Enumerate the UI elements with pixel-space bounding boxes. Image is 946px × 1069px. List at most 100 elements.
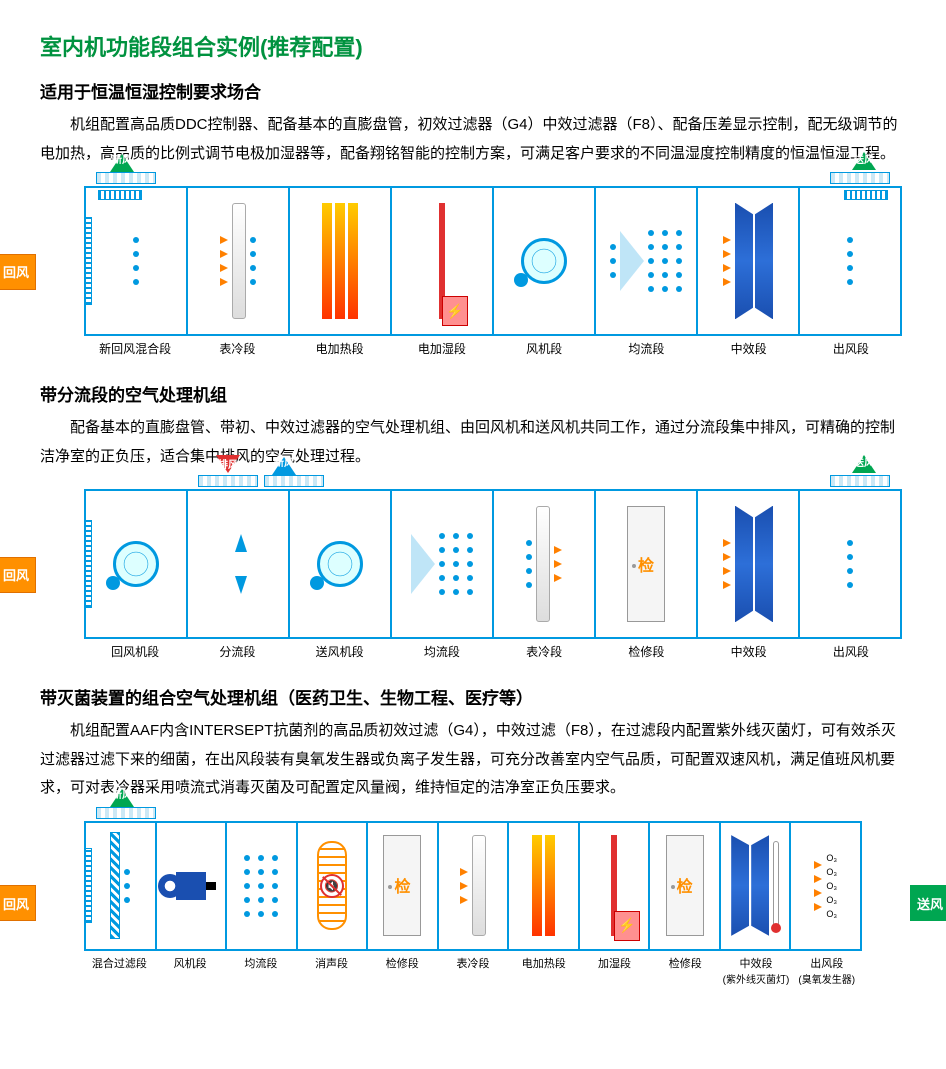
fresh-air-text: 新风 <box>110 156 134 166</box>
damper-exhaust <box>198 475 258 487</box>
label: 电加热段 <box>289 340 391 357</box>
section1-title: 适用于恒温恒湿控制要求场合 <box>40 78 906 103</box>
top-grille <box>98 190 142 200</box>
medium-filter <box>735 203 773 320</box>
sect-out <box>800 491 900 637</box>
label: 混合过滤段 <box>84 955 155 986</box>
label: 回风机段 <box>84 643 186 660</box>
damper-fresh <box>96 172 156 184</box>
section1-body: 机组配置高品质DDC控制器、配备基本的直膨盘管，初效过滤器（G4）中效过滤器（F… <box>40 111 906 168</box>
section3-title: 带灭菌装置的组合空气处理机组（医药卫生、生物工程、医疗等） <box>40 684 906 709</box>
damper-supply <box>830 172 890 184</box>
sect-silencer: 🔇 <box>298 823 369 949</box>
section-3: 带灭菌装置的组合空气处理机组（医药卫生、生物工程、医疗等） 机组配置AAF内含I… <box>40 684 906 986</box>
sect-coil <box>439 823 510 949</box>
sect-inspect: 检 <box>596 491 698 637</box>
cooling-coil <box>472 835 486 936</box>
medium-filter <box>731 835 769 936</box>
label: 均流段 <box>595 340 697 357</box>
main-title: 室内机功能段组合实例(推荐配置) <box>40 30 906 62</box>
diagram-2: 回风 排风 新风 送风 检 回风机段 分流段 <box>40 489 906 660</box>
fan-dark <box>176 872 206 900</box>
supply-text: 送风 <box>852 459 876 469</box>
label: 送风机段 <box>289 643 391 660</box>
label: 电加湿段 <box>391 340 493 357</box>
sect-inspect1: 检 <box>368 823 439 949</box>
sect-mix-filter <box>86 823 157 949</box>
section3-body: 机组配置AAF内含INTERSEPT抗菌剂的高品质初效过滤（G4），中效过滤（F… <box>40 717 906 803</box>
inspect-door: 检 <box>383 835 421 936</box>
section-2: 带分流段的空气处理机组 配备基本的直膨盘管、带初、中效过滤器的空气处理机组、由回… <box>40 381 906 660</box>
label: 表冷段 <box>438 955 509 986</box>
label: 新回风混合段 <box>84 340 186 357</box>
hot-arrows <box>220 236 228 286</box>
silencer: 🔇 <box>317 841 347 929</box>
label: 中效段 <box>698 643 800 660</box>
supply-fan <box>317 541 363 587</box>
label: 检修段 <box>595 643 697 660</box>
label: 出风段 <box>800 643 902 660</box>
diagram-1: 回风 新风 送风 ⚡ 新回风混合段 表冷段 电加热段 电加湿段 风机段 <box>40 186 906 357</box>
sect-supply-fan <box>290 491 392 637</box>
fresh-text: 新风 <box>110 791 134 801</box>
supply-air-text: 送风 <box>852 156 876 166</box>
inspect-door: 检 <box>627 506 665 623</box>
label: 检修段 <box>650 955 721 986</box>
uv-lamp <box>773 841 779 929</box>
label: 出风段(臭氧发生器) <box>791 955 862 986</box>
label: 中效段 <box>698 340 800 357</box>
damper-fresh <box>96 807 156 819</box>
cooling-coil <box>536 506 550 623</box>
flow-arrow <box>411 534 435 594</box>
sect-heater <box>509 823 580 949</box>
humid-box: ⚡ <box>614 911 640 941</box>
sect-humid: ⚡ <box>580 823 651 949</box>
label: 分流段 <box>186 643 288 660</box>
label: 风机段 <box>155 955 226 986</box>
return-fan <box>113 541 159 587</box>
sect-fan <box>494 188 596 334</box>
pre-filter <box>110 832 120 939</box>
label: 检修段 <box>367 955 438 986</box>
sect-flow <box>392 491 494 637</box>
sect-flow <box>596 188 698 334</box>
fan-icon <box>521 238 567 284</box>
sect-coil <box>494 491 596 637</box>
flow-arrow <box>620 231 644 291</box>
sect-flow <box>227 823 298 949</box>
label: 表冷段 <box>186 340 288 357</box>
supply-air-label: 送风 <box>910 885 946 921</box>
sect-inspect2: 检 <box>650 823 721 949</box>
return-air-label: 回风 <box>0 254 36 290</box>
sect-out <box>800 188 900 334</box>
damper-supply <box>830 475 890 487</box>
humidifier-box: ⚡ <box>442 296 468 326</box>
cooling-coil <box>232 203 246 320</box>
sect-med-filter <box>698 188 800 334</box>
sect-humid: ⚡ <box>392 188 494 334</box>
diagram2-labels: 回风机段 分流段 送风机段 均流段 表冷段 检修段 中效段 出风段 <box>84 643 902 660</box>
sect-split <box>188 491 290 637</box>
label: 均流段 <box>391 643 493 660</box>
return-air-label: 回风 <box>0 557 36 593</box>
label: 中效段(紫外线灭菌灯) <box>721 955 792 986</box>
heater <box>532 835 555 936</box>
sect-return-fan <box>86 491 188 637</box>
fresh-text: 新风 <box>272 459 296 469</box>
label: 加湿段 <box>579 955 650 986</box>
sect-med-filter <box>721 823 792 949</box>
sect-coil <box>188 188 290 334</box>
label: 风机段 <box>493 340 595 357</box>
exhaust-text: 排风 <box>216 461 240 471</box>
damper-fresh <box>264 475 324 487</box>
medium-filter <box>735 506 773 623</box>
out-grille <box>844 190 888 200</box>
section2-body: 配备基本的直膨盘管、带初、中效过滤器的空气处理机组、由回风机和送风机共同工作，通… <box>40 414 906 471</box>
no-sound-icon: 🔇 <box>320 874 344 898</box>
diagram1-labels: 新回风混合段 表冷段 电加热段 电加湿段 风机段 均流段 中效段 出风段 <box>84 340 902 357</box>
electric-heater <box>322 203 358 320</box>
section-1: 适用于恒温恒湿控制要求场合 机组配置高品质DDC控制器、配备基本的直膨盘管，初效… <box>40 78 906 357</box>
inspect-door: 检 <box>666 835 704 936</box>
sect-heater <box>290 188 392 334</box>
sect-mix <box>86 188 188 334</box>
